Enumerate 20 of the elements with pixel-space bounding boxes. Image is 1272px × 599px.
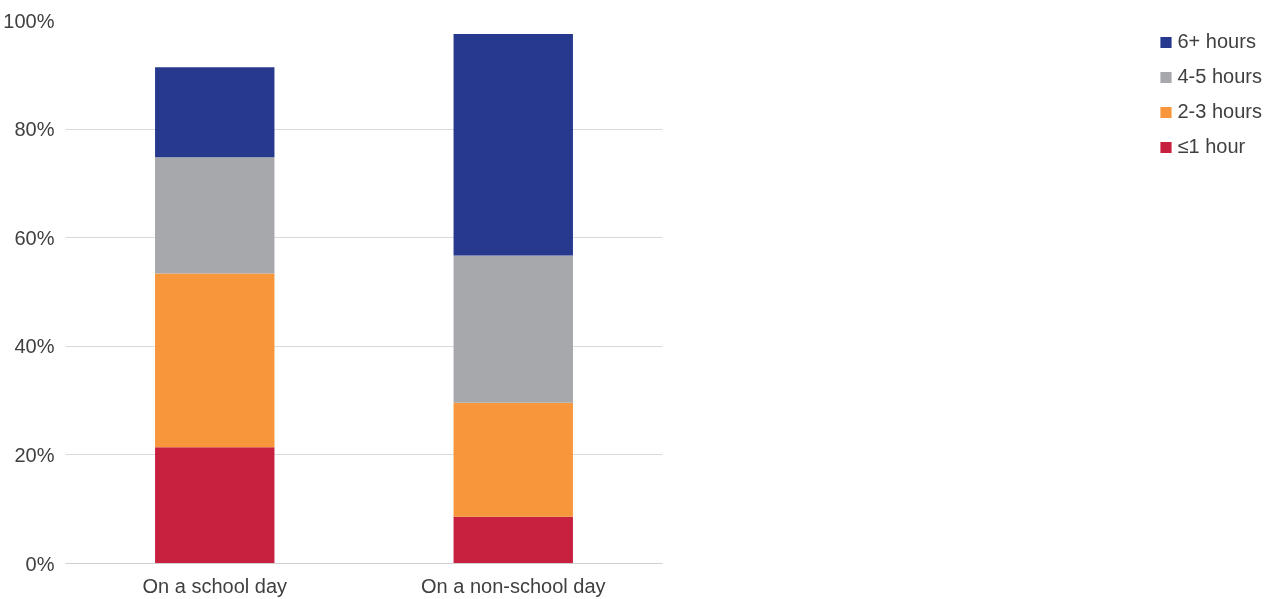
legend-label: 2-3 hours — [1177, 100, 1262, 123]
legend-label: ≤1 hour — [1177, 135, 1246, 158]
bar — [155, 273, 275, 448]
y-tick-label: 20% — [14, 443, 55, 466]
legend-label: 6+ hours — [1177, 30, 1256, 53]
x-tick-label: On a school day — [142, 574, 288, 597]
bar — [453, 255, 573, 403]
y-tick-label: 0% — [25, 552, 55, 575]
legend-label: 4-5 hours — [1177, 65, 1262, 88]
y-tick-label: 80% — [14, 118, 55, 141]
bar — [155, 447, 275, 564]
bar — [155, 67, 275, 158]
y-tick-label: 40% — [14, 335, 55, 358]
bar — [453, 402, 573, 517]
bar — [453, 516, 573, 564]
bar — [155, 157, 275, 274]
bar — [453, 34, 573, 256]
x-tick-label: On a non-school day — [420, 574, 606, 597]
y-tick-label: 100% — [3, 9, 55, 32]
y-tick-label: 60% — [14, 226, 55, 249]
